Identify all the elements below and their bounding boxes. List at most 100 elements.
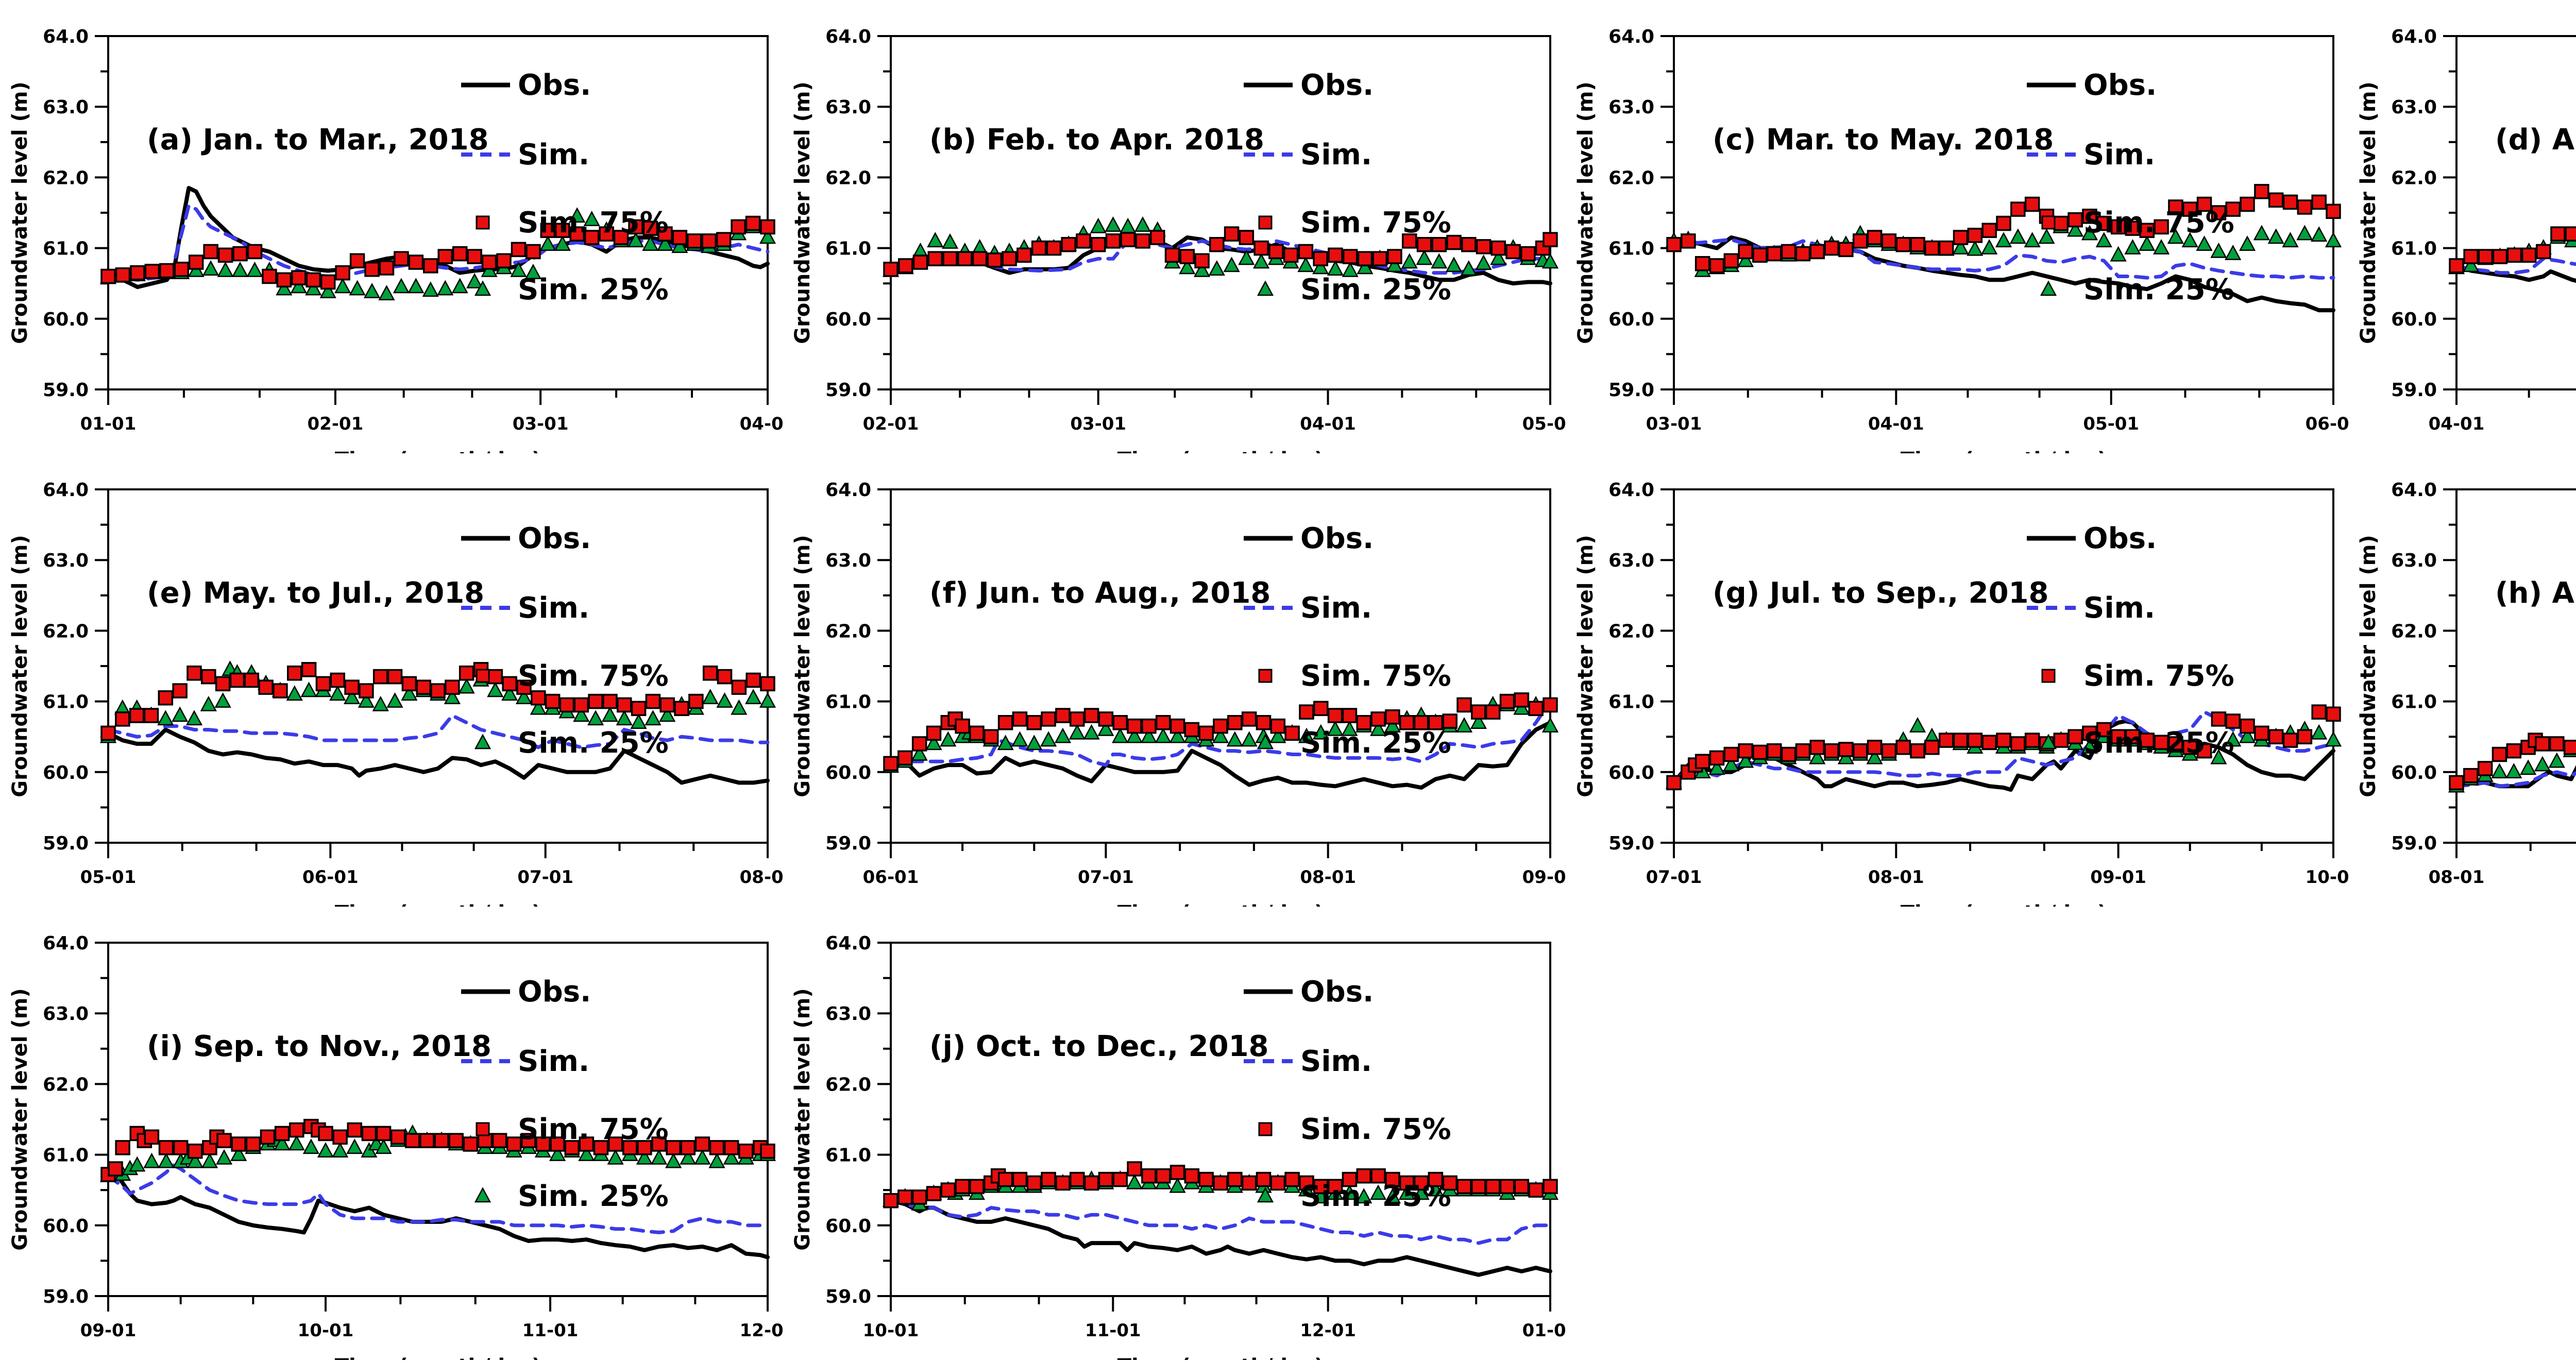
sim25-triangle-marker [650, 1149, 668, 1165]
sim25-triangle-marker [1431, 253, 1448, 269]
sim25-triangle-marker [1297, 257, 1314, 273]
panel-title: (i) Sep. to Nov., 2018 [147, 1030, 492, 1063]
y-tick-label: 59.0 [825, 380, 871, 401]
sim75-square-marker [1442, 713, 1458, 729]
y-tick-label: 63.0 [1608, 97, 1654, 118]
x-tick-label: 09-01 [2090, 867, 2146, 888]
sim25-triangle-marker [1342, 261, 1359, 277]
sim25-triangle-marker [1355, 1188, 1372, 1204]
sim25-triangle-marker [2067, 221, 2084, 237]
sim75-square-marker [1055, 708, 1071, 723]
sim75-square-marker [1694, 754, 1710, 769]
legend-sim25-triangle-sample [2040, 280, 2057, 296]
sim75-square-marker [2196, 743, 2212, 759]
y-tick-label: 63.0 [1608, 550, 1654, 571]
y-tick-label: 64.0 [43, 933, 89, 954]
sim25-triangle-marker [2253, 225, 2270, 241]
sim25-triangle-marker [642, 235, 659, 251]
y-tick-label: 62.0 [43, 1074, 89, 1095]
x-tick-label: 12-01 [1300, 1320, 1356, 1341]
sim25-triangle-marker [1541, 253, 1559, 269]
sim25-triangle-marker [656, 235, 673, 251]
sim25-triangle-marker [2024, 232, 2041, 248]
sim75-square-marker [1723, 746, 1739, 762]
sim75-square-marker [2282, 194, 2298, 210]
y-tick-label: 64.0 [43, 480, 89, 501]
sim25-triangle-marker [1369, 1184, 1387, 1200]
sim75-square-marker [1256, 1171, 1272, 1187]
sim75-square-marker [593, 1140, 609, 1155]
sim25-triangle-marker [386, 692, 403, 708]
sim75-square-marker [1723, 253, 1739, 269]
sim-line-series [889, 700, 1552, 768]
sim75-square-marker [622, 1140, 638, 1155]
sim25-triangle-marker [1112, 727, 1129, 743]
y-tick-label: 61.0 [825, 239, 871, 260]
sim25-triangle-marker [1866, 748, 1883, 764]
sim75-square-marker [1155, 1168, 1171, 1184]
sim75-square-marker [1370, 1168, 1386, 1184]
sim75-square-marker [1227, 1171, 1243, 1187]
sim75-square-marker [1313, 701, 1329, 717]
sim75-square-marker [898, 258, 913, 274]
x-tick-label: 07-01 [1078, 867, 1134, 888]
sim75-square-marker [1681, 233, 1696, 249]
sim75-square-marker [1520, 246, 1536, 262]
sim75-square-marker [651, 1136, 667, 1152]
sim75-square-marker [1284, 725, 1300, 741]
sim75-square-marker [2125, 220, 2141, 236]
sim25-triangle-marker [1155, 727, 1172, 743]
sim25-triangle-marker [1212, 727, 1229, 743]
sim75-square-marker [364, 262, 380, 277]
x-tick-label: 02-01 [308, 414, 364, 434]
sim75-square-marker [588, 693, 603, 709]
sim75-square-marker [1781, 746, 1797, 762]
sim75-square-marker [687, 233, 702, 249]
sim25-triangle-marker [1445, 257, 1463, 273]
sim25-triangle-marker [2181, 232, 2198, 248]
sim25-triangle-marker [607, 1149, 624, 1165]
legend-sim75-square-sample [476, 215, 490, 230]
y-tick-label: 62.0 [2391, 621, 2437, 642]
sim25-triangle-marker [1416, 249, 1433, 265]
sim75-square-marker [680, 1140, 696, 1155]
sim75-square-marker [760, 1143, 775, 1159]
sim25-triangle-marker [1026, 735, 1043, 751]
sim25-triangle-marker [1327, 260, 1344, 276]
sim75-square-marker [2182, 740, 2198, 755]
y-tick-label: 60.0 [2391, 309, 2437, 330]
sim75-square-marker [745, 215, 761, 231]
sim25-triangle-marker [1083, 724, 1100, 740]
legend-sim25-label: Sim. 25% [518, 1180, 669, 1213]
sim75-square-marker [1767, 743, 1782, 759]
sim25-triangle-marker [1341, 1184, 1358, 1200]
sim75-square-marker [1485, 704, 1501, 720]
sim25-triangle-marker [393, 278, 410, 294]
sim75-square-marker [1385, 1171, 1400, 1187]
sim25-triangle-marker [288, 1135, 305, 1151]
sim25-triangle-marker [1223, 257, 1240, 273]
y-tick-label: 62.0 [1608, 167, 1654, 189]
sim75-square-marker [216, 1133, 232, 1148]
y-axis-label: Groundwater level (m) [2357, 81, 2380, 344]
sim75-square-marker [100, 725, 116, 741]
sim75-square-marker [607, 1136, 623, 1152]
sim75-square-marker [521, 1133, 536, 1148]
y-tick-label: 59.0 [1608, 380, 1654, 401]
x-tick-label: 10-01 [863, 1320, 919, 1341]
sim75-square-marker [1476, 239, 1492, 254]
sim75-square-marker [2477, 761, 2493, 776]
sim75-square-marker [1016, 247, 1032, 263]
sim75-square-marker [289, 1122, 304, 1138]
sim75-square-marker [2110, 219, 2126, 235]
sim25-triangle-marker [201, 1152, 218, 1168]
sim75-square-marker [1953, 733, 1969, 748]
sim25-triangle-marker [759, 692, 776, 708]
x-axis-label: Time (month/day) [1117, 1355, 1324, 1360]
legend-sim75-square-sample [476, 669, 490, 683]
sim75-square-marker [2082, 209, 2097, 224]
sim75-square-marker [1313, 1179, 1329, 1195]
sim25-triangle-marker [1105, 216, 1122, 232]
sim75-square-marker [2139, 223, 2155, 239]
sim75-square-marker [492, 1133, 507, 1148]
